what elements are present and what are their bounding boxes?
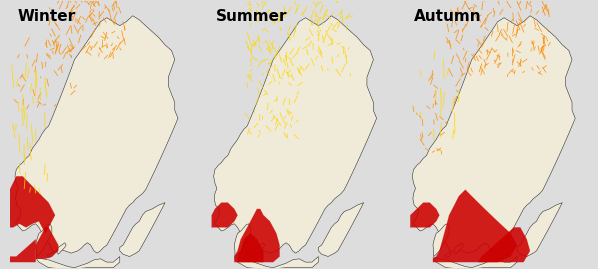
Polygon shape — [47, 252, 54, 258]
Polygon shape — [234, 224, 251, 257]
Polygon shape — [213, 16, 377, 253]
Polygon shape — [410, 203, 440, 227]
Polygon shape — [36, 227, 59, 259]
Polygon shape — [36, 257, 120, 269]
Polygon shape — [433, 257, 517, 269]
Polygon shape — [120, 203, 165, 257]
Polygon shape — [412, 16, 575, 253]
Polygon shape — [56, 243, 66, 254]
Polygon shape — [255, 243, 265, 254]
Polygon shape — [234, 209, 280, 262]
Polygon shape — [246, 252, 252, 258]
Polygon shape — [454, 243, 463, 254]
Polygon shape — [15, 16, 178, 253]
Polygon shape — [517, 203, 562, 257]
Polygon shape — [36, 224, 52, 257]
Polygon shape — [10, 239, 36, 262]
Polygon shape — [433, 190, 517, 262]
Polygon shape — [234, 257, 318, 269]
Polygon shape — [10, 176, 55, 233]
Polygon shape — [318, 203, 364, 257]
Polygon shape — [478, 227, 530, 262]
Polygon shape — [444, 252, 451, 258]
Polygon shape — [237, 233, 264, 262]
Text: Autumn: Autumn — [414, 9, 482, 24]
Text: Winter: Winter — [17, 9, 75, 24]
Polygon shape — [433, 224, 449, 257]
Text: Summer: Summer — [216, 9, 287, 24]
Polygon shape — [212, 203, 237, 227]
